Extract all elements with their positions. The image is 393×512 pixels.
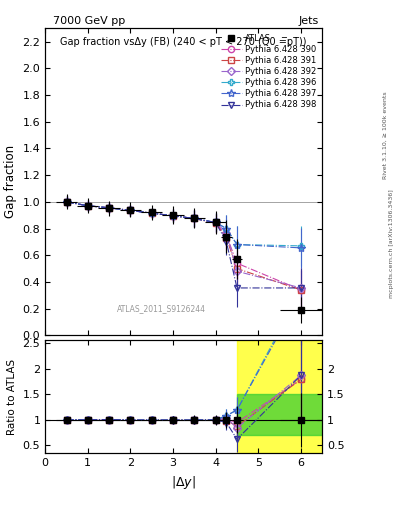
Y-axis label: Gap fraction: Gap fraction: [4, 145, 17, 218]
Bar: [237, 340, 322, 453]
X-axis label: $|\Delta y|$: $|\Delta y|$: [171, 474, 196, 490]
Bar: [237, 394, 322, 435]
Text: Gap fraction vsΔy (FB) (240 < pT < 270 (Q0 =̅pT̅)): Gap fraction vsΔy (FB) (240 < pT < 270 (…: [61, 37, 307, 48]
Legend: ATLAS, Pythia 6.428 390, Pythia 6.428 391, Pythia 6.428 392, Pythia 6.428 396, P: ATLAS, Pythia 6.428 390, Pythia 6.428 39…: [219, 32, 318, 111]
Text: 7000 GeV pp: 7000 GeV pp: [53, 15, 125, 26]
Text: mcplots.cern.ch [arXiv:1306.3436]: mcplots.cern.ch [arXiv:1306.3436]: [389, 189, 393, 297]
Text: ATLAS_2011_S9126244: ATLAS_2011_S9126244: [117, 304, 206, 313]
Text: Rivet 3.1.10, ≥ 100k events: Rivet 3.1.10, ≥ 100k events: [383, 92, 387, 180]
Text: Jets: Jets: [298, 15, 318, 26]
Y-axis label: Ratio to ATLAS: Ratio to ATLAS: [7, 359, 17, 435]
